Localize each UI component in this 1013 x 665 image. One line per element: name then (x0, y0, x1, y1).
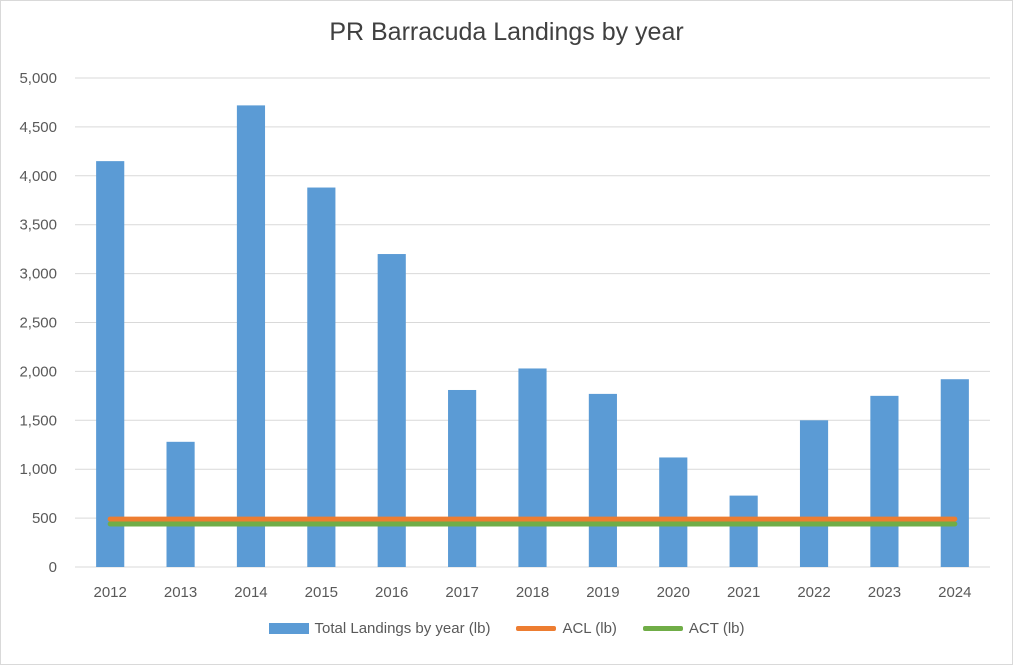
x-tick-label: 2022 (797, 584, 830, 601)
bar (166, 441, 195, 567)
bar (940, 379, 969, 567)
bar (870, 395, 899, 567)
y-tick-label: 2,000 (19, 363, 57, 380)
bar (729, 495, 758, 567)
legend-swatch-acl (516, 626, 557, 631)
y-tick-label: 4,000 (19, 168, 57, 185)
legend-item-acl: ACL (lb) (516, 620, 617, 637)
legend-label-acl: ACL (lb) (562, 620, 617, 637)
y-tick-label: 5,000 (19, 70, 57, 87)
y-tick-label: 4,500 (19, 119, 57, 136)
chart-legend: Total Landings by year (lb) ACL (lb) ACT… (0, 620, 1013, 637)
x-tick-label: 2014 (234, 584, 267, 601)
y-tick-label: 3,500 (19, 217, 57, 234)
y-tick-label: 0 (49, 559, 57, 576)
y-tick-label: 500 (32, 510, 57, 527)
chart-title: PR Barracuda Landings by year (329, 18, 684, 46)
legend-item-total: Total Landings by year (lb) (268, 620, 491, 637)
x-tick-label: 2015 (305, 584, 338, 601)
bar (236, 105, 266, 567)
x-tick-label: 2021 (727, 584, 760, 601)
y-tick-label: 1,000 (19, 461, 57, 478)
x-tick-label: 2018 (516, 584, 549, 601)
bar (96, 161, 125, 567)
x-tick-label: 2019 (586, 584, 619, 601)
x-tick-label: 2016 (375, 584, 408, 601)
x-tick-label: 2023 (868, 584, 901, 601)
x-tick-label: 2024 (938, 584, 971, 601)
legend-label-total: Total Landings by year (lb) (314, 620, 491, 637)
bar (799, 420, 829, 567)
bar (377, 254, 406, 568)
bar (448, 389, 477, 567)
bar (518, 368, 547, 567)
y-tick-label: 1,500 (19, 412, 57, 429)
legend-item-act: ACT (lb) (642, 620, 745, 637)
y-tick-label: 2,500 (19, 315, 57, 332)
bar (659, 457, 688, 567)
legend-label-act: ACT (lb) (688, 620, 745, 637)
x-tick-label: 2017 (445, 584, 478, 601)
bar (307, 187, 336, 567)
bar (588, 393, 617, 567)
x-tick-label: 2012 (94, 584, 127, 601)
x-tick-label: 2013 (164, 584, 197, 601)
legend-swatch-act (642, 626, 683, 631)
legend-swatch-total (268, 623, 309, 634)
y-tick-label: 3,000 (19, 266, 57, 283)
x-tick-label: 2020 (657, 584, 690, 601)
